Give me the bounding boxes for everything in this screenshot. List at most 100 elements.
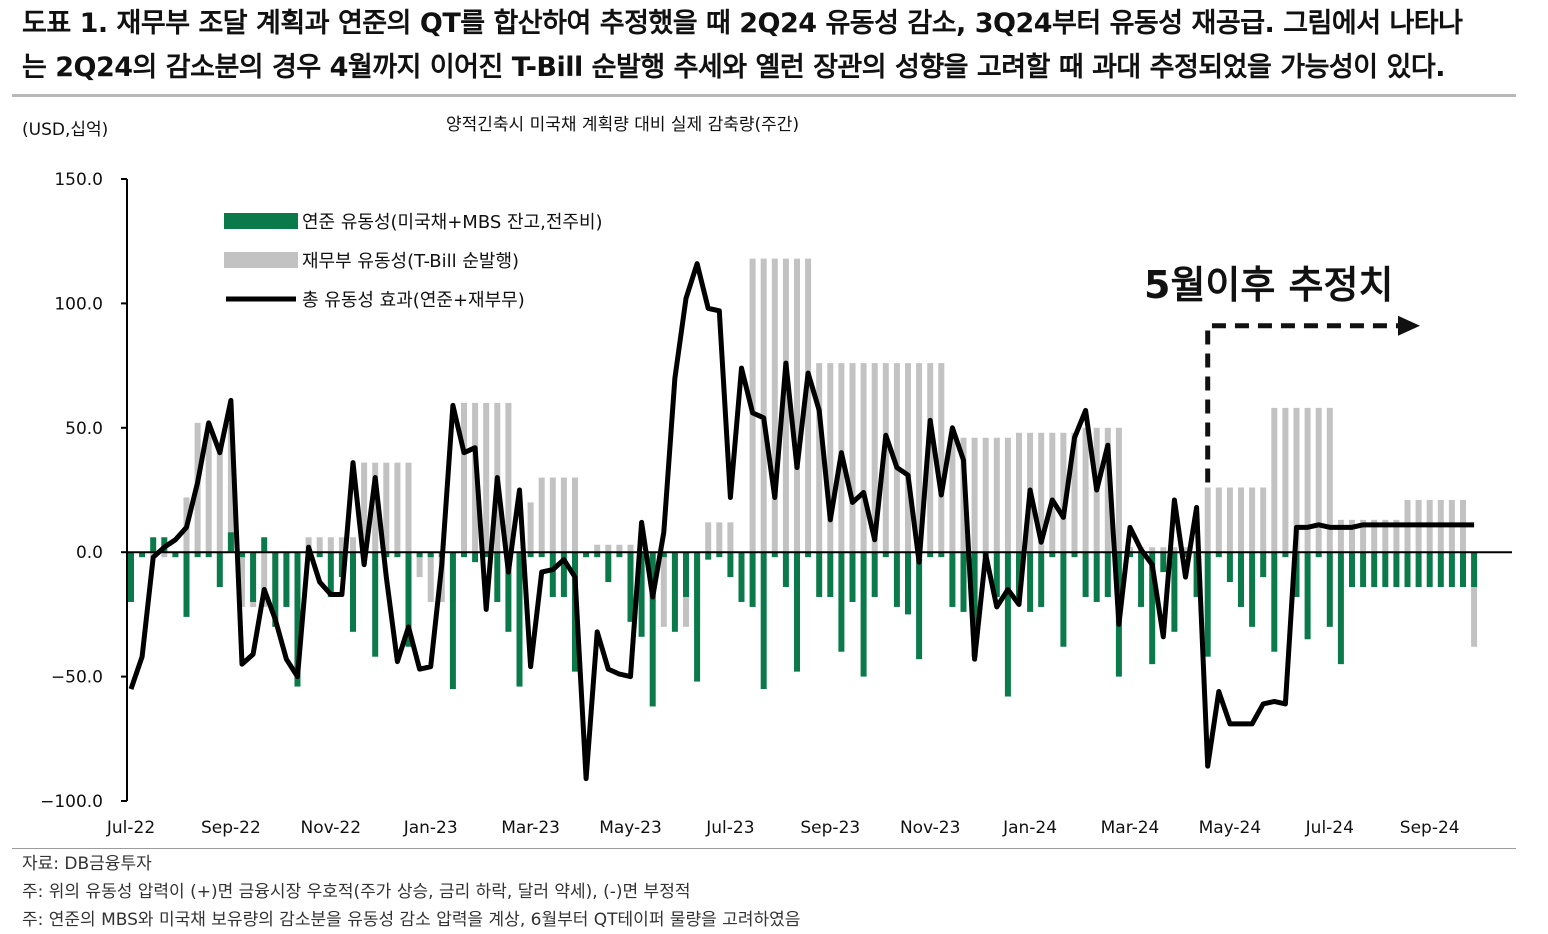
treasury-bar	[572, 477, 578, 553]
y-tick-label: −50.0	[51, 668, 103, 688]
fed-bar	[150, 537, 157, 553]
treasury-bar	[416, 552, 423, 578]
fed-bar	[660, 552, 667, 558]
y-axis-unit-label: (USD,십억)	[22, 120, 109, 140]
fed-bar	[1282, 552, 1289, 558]
treasury-bar	[1004, 437, 1011, 553]
treasury-bar	[993, 437, 1000, 553]
fed-bar	[893, 552, 900, 607]
treasury-bar	[205, 422, 212, 553]
treasury-bar	[982, 437, 989, 553]
treasury-bar	[871, 363, 878, 553]
legend-swatch	[224, 213, 298, 229]
figure-heading-line-2: 는 2Q24의 감소분의 경우 4월까지 이어진 T-Bill 순발행 추세와 …	[22, 52, 1445, 83]
fed-bar	[1426, 552, 1433, 588]
x-tick-label: Nov-22	[301, 818, 362, 838]
fed-bar	[1471, 552, 1478, 588]
fed-bar	[671, 552, 678, 632]
treasury-bar	[338, 537, 345, 553]
treasury-bar	[216, 447, 223, 553]
fed-bar	[749, 552, 756, 607]
treasury-bar	[261, 552, 268, 607]
y-tick-label: 50.0	[65, 419, 103, 439]
fed-bar	[760, 552, 767, 690]
fed-bar	[1437, 552, 1444, 588]
treasury-bar	[538, 477, 545, 553]
bottom-rule	[12, 848, 1516, 849]
fed-bar	[1060, 552, 1067, 647]
treasury-bar	[549, 477, 556, 553]
treasury-bar	[361, 462, 368, 553]
fed-bar	[128, 552, 134, 602]
fed-bar	[1204, 552, 1211, 657]
fed-bar	[1171, 552, 1178, 632]
treasury-bar	[1238, 487, 1244, 553]
treasury-bar	[705, 522, 712, 553]
fed-bar	[838, 552, 845, 652]
fed-bar	[505, 552, 512, 632]
fed-bar	[461, 552, 467, 558]
treasury-bar	[716, 522, 723, 553]
fed-bar	[372, 552, 379, 657]
treasury-bar	[1204, 487, 1211, 553]
fed-bar	[1337, 552, 1344, 665]
fed-bar	[227, 532, 234, 553]
fed-bar	[827, 552, 834, 597]
total-liquidity-line	[128, 261, 1475, 782]
fed-bar	[494, 552, 501, 602]
treasury-bar	[161, 552, 168, 558]
y-tick-label: 0.0	[76, 543, 103, 563]
fed-bar	[594, 552, 601, 558]
y-tick-label: −100.0	[40, 792, 103, 812]
fed-bar	[716, 552, 723, 558]
fed-bar	[261, 537, 268, 553]
treasury-bar	[316, 537, 323, 553]
fed-bar	[1460, 552, 1466, 588]
fed-bar	[350, 552, 356, 632]
estimate-dashed-arrow	[1205, 323, 1400, 483]
treasury-bar	[1304, 407, 1311, 553]
fed-bar	[1149, 552, 1156, 665]
fed-bar	[1238, 552, 1244, 607]
treasury-bar	[727, 522, 734, 553]
footnote-2: 주: 연준의 MBS와 미국채 보유량의 감소분을 유동성 감소 압력을 계상,…	[22, 910, 801, 930]
treasury-bar	[1149, 547, 1156, 553]
fed-bar	[860, 552, 867, 677]
top-rule	[12, 94, 1516, 97]
legend-swatch	[224, 252, 298, 268]
fed-bar	[1082, 552, 1089, 597]
fed-bar	[638, 552, 645, 637]
fed-bar	[705, 552, 712, 560]
legend-label: 총 유동성 효과(연준+재부무)	[302, 290, 525, 311]
treasury-bar	[905, 363, 911, 553]
fed-bar	[1160, 552, 1167, 573]
treasury-bar	[1349, 519, 1355, 553]
figure-heading: 도표 1. 재무부 조달 계획과 연준의 QT를 합산하여 추정했을 때 2Q2…	[22, 2, 1522, 90]
fed-bar	[472, 552, 479, 563]
figure-heading-line-1: 도표 1. 재무부 조달 계획과 연준의 QT를 합산하여 추정했을 때 2Q2…	[22, 8, 1463, 39]
treasury-bar	[938, 363, 945, 553]
treasury-bar	[239, 552, 245, 607]
fed-bars	[128, 532, 1478, 707]
treasury-bar	[1115, 427, 1122, 553]
fed-bar	[971, 552, 978, 657]
fed-bar	[1415, 552, 1422, 588]
fed-bar	[139, 552, 146, 558]
treasury-bar	[1282, 407, 1289, 553]
treasury-bar	[405, 462, 412, 553]
fed-bar	[927, 552, 934, 558]
treasury-bar	[949, 437, 956, 553]
treasury-bar	[849, 363, 856, 553]
fed-bar	[1093, 552, 1100, 602]
fed-bar	[871, 552, 878, 597]
fed-bar	[805, 552, 812, 558]
fed-bar	[1071, 552, 1078, 558]
total-line-group	[128, 261, 1475, 782]
fed-bar	[427, 552, 434, 558]
treasury-bar	[1293, 407, 1300, 553]
x-tick-label: Jul-24	[1305, 818, 1354, 838]
treasury-bar	[1038, 432, 1045, 553]
fed-bar	[1293, 552, 1300, 597]
treasury-bar	[1382, 519, 1389, 553]
